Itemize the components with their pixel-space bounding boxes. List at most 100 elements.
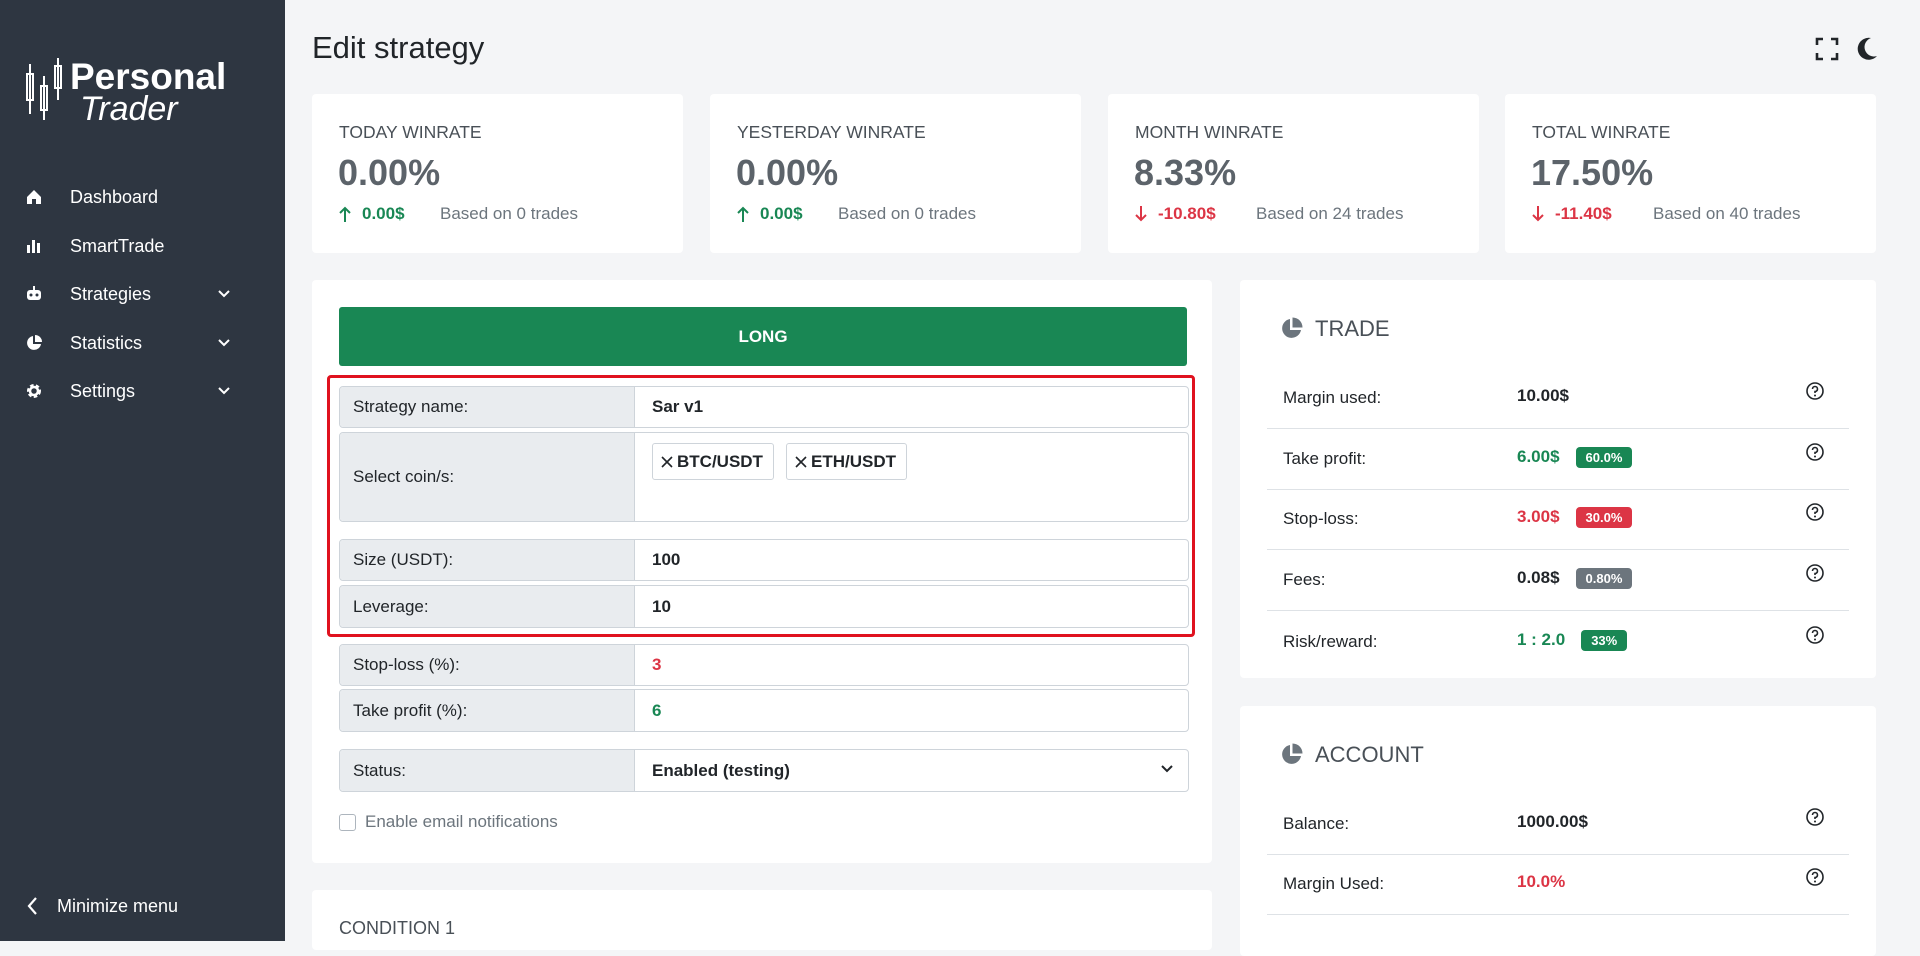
info-number: 1000.00$ <box>1517 812 1588 831</box>
sidebar: Personal Trader Dashboard SmartTrade Strat… <box>0 0 285 941</box>
info-number: 0.08$ <box>1517 568 1560 587</box>
menu-item[interactable]: Strategies <box>70 284 152 304</box>
info-value: 0.08$ 0.80% <box>1517 568 1633 590</box>
stat-arrow <box>1135 206 1147 222</box>
info-value: 10.00$ <box>1517 386 1569 406</box>
info-label: Risk/reward: <box>1283 632 1378 651</box>
menu-icon <box>27 190 41 204</box>
brand-icon <box>26 58 62 120</box>
stat-arrow <box>737 206 749 222</box>
info-label: Balance: <box>1283 814 1350 833</box>
stat-change: 0.00$ <box>760 204 803 223</box>
info-badge: 60.0% <box>1575 447 1633 469</box>
help-icon[interactable] <box>1805 867 1825 887</box>
stat-change: -10.80$ <box>1158 204 1216 223</box>
form-label: Status: <box>340 750 635 791</box>
form-value[interactable]: 6 <box>652 700 662 720</box>
trade-panel <box>1240 280 1876 678</box>
menu-chevron[interactable] <box>217 338 231 348</box>
stat-card <box>312 94 683 253</box>
form-row: Strategy name: Sar v1 <box>339 386 1189 428</box>
stat-note: Based on 0 trades <box>440 204 578 223</box>
help-icon[interactable] <box>1805 442 1825 462</box>
info-number: 3.00$ <box>1517 507 1560 526</box>
stat-value: 17.50% <box>1531 152 1654 193</box>
coin-label: ETH/USDT <box>811 451 896 471</box>
help-icon[interactable] <box>1805 807 1825 827</box>
stat-card <box>710 94 1081 253</box>
info-number: 1 : 2.0 <box>1517 630 1566 649</box>
stat-value: 8.33% <box>1134 152 1237 193</box>
minimize-menu[interactable]: Minimize menu <box>57 896 179 916</box>
condition-title: CONDITION 1 <box>339 918 456 938</box>
form-label: Select coin/s: <box>340 433 635 521</box>
help-icon[interactable] <box>1805 625 1825 645</box>
stat-label: TOTAL WINRATE <box>1532 122 1671 142</box>
form-label: Take profit (%): <box>340 690 635 731</box>
form-row: Size (USDT): 100 <box>339 539 1189 581</box>
long-button[interactable]: LONG <box>339 307 1187 366</box>
menu-item[interactable]: Statistics <box>70 333 143 353</box>
info-value: 1 : 2.0 33% <box>1517 630 1628 652</box>
form-row: Take profit (%): 6 <box>339 689 1189 732</box>
info-label: Margin used: <box>1283 388 1382 407</box>
email-label[interactable]: Enable email notifications <box>365 812 558 831</box>
email-checkbox[interactable] <box>339 814 356 831</box>
info-number: 10.0% <box>1517 872 1566 891</box>
menu-item[interactable]: Settings <box>70 381 136 401</box>
theme-icon[interactable] <box>1855 36 1879 62</box>
panel-title: TRADE <box>1315 316 1390 341</box>
form-value[interactable]: 10 <box>652 596 671 616</box>
form-row: Select coin/s: BTC/USDT ETH/USDT <box>339 432 1189 522</box>
row-divider <box>1267 610 1849 611</box>
help-icon[interactable] <box>1805 502 1825 522</box>
info-label: Margin Used: <box>1283 874 1385 893</box>
panel-title: ACCOUNT <box>1315 742 1424 767</box>
stat-note: Based on 24 trades <box>1256 204 1404 223</box>
info-value: 1000.00$ <box>1517 812 1588 832</box>
stat-change: 0.00$ <box>362 204 405 223</box>
form-value[interactable]: 3 <box>652 655 662 674</box>
form-value[interactable]: Enabled (testing) <box>652 760 790 780</box>
info-badge: 33% <box>1581 630 1628 652</box>
menu-icon <box>27 240 40 253</box>
row-divider <box>1267 489 1849 490</box>
coin-chip[interactable]: BTC/USDT <box>652 443 774 480</box>
stat-arrow <box>1532 206 1544 222</box>
help-icon[interactable] <box>1805 563 1825 583</box>
stat-label: YESTERDAY WINRATE <box>737 122 926 142</box>
stat-value: 0.00% <box>338 152 441 193</box>
menu-icon <box>27 384 41 398</box>
info-value: 10.0% <box>1517 872 1565 892</box>
menu-chevron[interactable] <box>217 289 231 299</box>
stat-note: Based on 40 trades <box>1653 204 1801 223</box>
menu-chevron[interactable] <box>217 386 231 396</box>
remove-icon[interactable] <box>793 454 809 470</box>
panel-icon <box>1282 317 1303 338</box>
coin-chip[interactable]: ETH/USDT <box>786 443 907 480</box>
highlight-box <box>327 375 1195 637</box>
form-row: Leverage: 10 <box>339 585 1189 628</box>
menu-item[interactable]: SmartTrade <box>70 236 165 256</box>
panel-icon <box>1282 743 1303 764</box>
info-label: Stop-loss: <box>1283 509 1359 528</box>
form-label: Leverage: <box>340 586 635 627</box>
form-value[interactable]: 100 <box>652 550 681 569</box>
form-label: Size (USDT): <box>340 540 635 580</box>
remove-icon[interactable] <box>659 454 675 470</box>
help-icon[interactable] <box>1805 381 1825 401</box>
menu-icon <box>27 335 42 350</box>
form-label: Stop-loss (%): <box>340 645 635 685</box>
coin-label: BTC/USDT <box>677 451 763 471</box>
page-title: Edit strategy <box>312 30 485 65</box>
stat-arrow <box>339 206 351 222</box>
select-chevron[interactable] <box>1160 764 1174 774</box>
info-label: Fees: <box>1283 570 1326 589</box>
row-divider <box>1267 914 1849 915</box>
form-value[interactable]: Sar v1 <box>652 397 704 416</box>
fullscreen-icon[interactable] <box>1815 37 1839 61</box>
menu-item[interactable]: Dashboard <box>70 187 159 207</box>
stat-change: -11.40$ <box>1555 204 1612 223</box>
info-number: 10.00$ <box>1517 386 1569 405</box>
